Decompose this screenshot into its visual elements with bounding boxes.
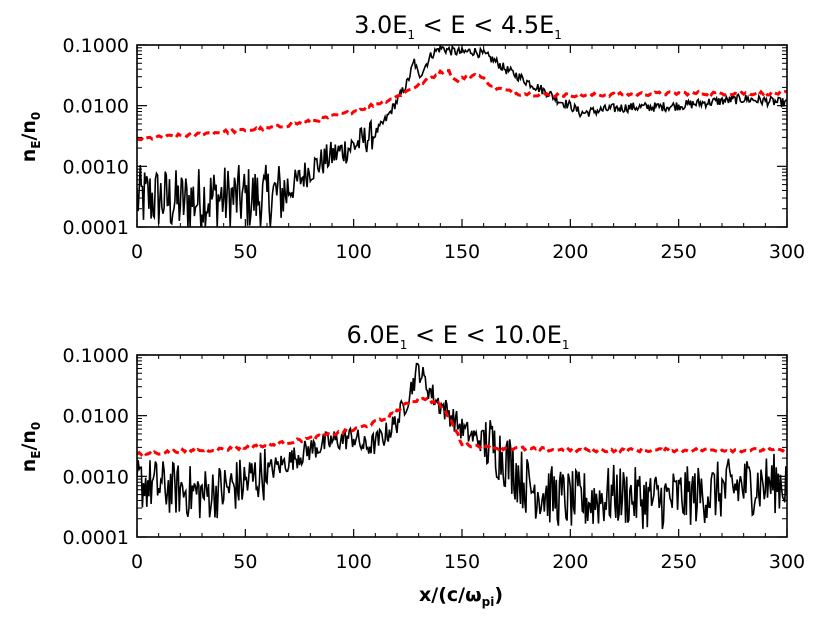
x-tick-label: 250 [661,241,697,263]
y-tick-label: 0.0010 [63,156,129,178]
series-black-solid [137,362,787,530]
x-tick-label: 50 [233,241,257,263]
top-panel-title: 3.0E1 < E < 4.5E1 [354,11,562,42]
bottom-panel-title: 6.0E1 < E < 10.0E1 [346,321,569,352]
x-tick-label: 0 [131,241,143,263]
series-red-dashed [137,396,787,457]
x-tick-label: 200 [552,241,588,263]
bottom-panel-ylabel: nE/n0 [18,422,43,473]
x-tick-label: 300 [769,551,805,573]
y-tick-label: 0.0100 [63,96,129,118]
series-black-solid [137,45,787,227]
bottom-panel: 6.0E1 < E < 10.0E1 nE/n0 x/(c/ωpi) 0 50 10… [18,321,805,609]
x-tick-label: 150 [444,551,480,573]
plot-frame [136,44,788,228]
y-tick-label: 0.0100 [63,406,129,428]
y-tick-label: 0.0010 [63,466,129,488]
x-tick-label: 100 [336,551,372,573]
series-red-dashed [137,68,787,142]
x-tick-label: 300 [769,241,805,263]
x-tick-label: 50 [233,551,257,573]
x-tick-label: 100 [336,241,372,263]
top-panel: 3.0E1 < E < 4.5E1 nE/n0 0 50 100 150 200 250 3… [18,11,805,263]
x-tick-label: 150 [444,241,480,263]
x-tick-label: 200 [552,551,588,573]
y-tick-label: 0.0001 [63,217,129,239]
x-tick-label: 250 [661,551,697,573]
y-tick-label: 0.0001 [63,527,129,549]
y-tick-label: 0.1000 [63,35,129,57]
bottom-panel-xlabel: x/(c/ωpi) [419,584,503,609]
x-tick-label: 0 [131,551,143,573]
top-panel-ylabel: nE/n0 [18,112,43,163]
y-tick-label: 0.1000 [63,345,129,367]
